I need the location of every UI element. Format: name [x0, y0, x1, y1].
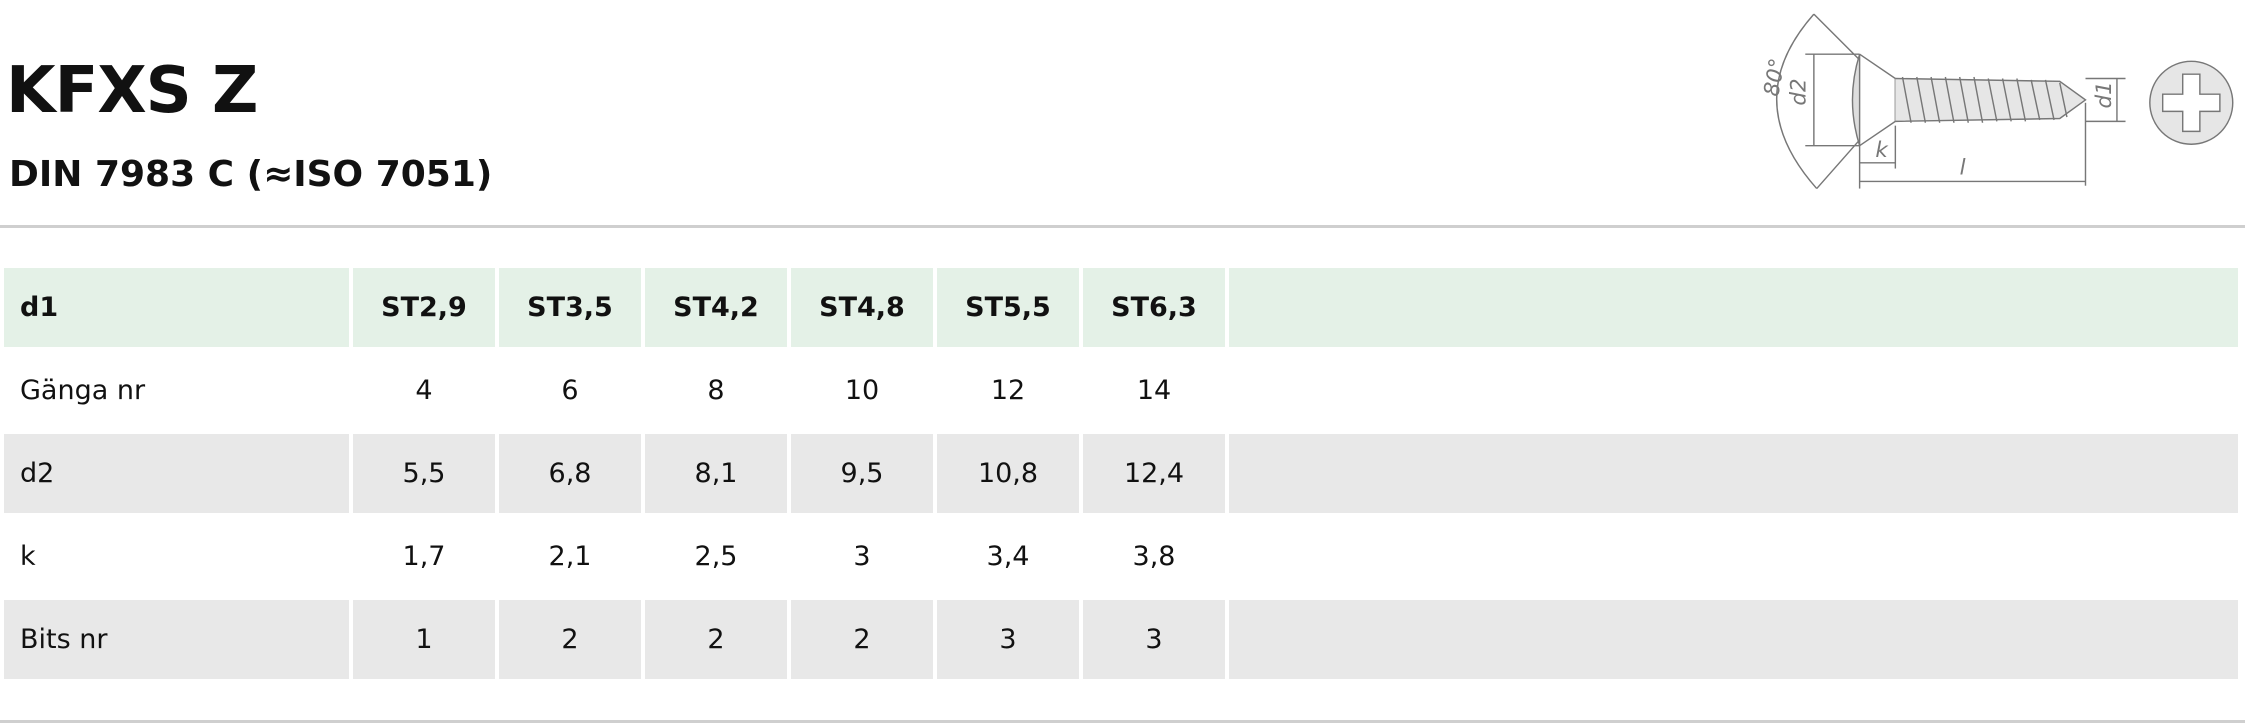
spec-table: d1 ST2,9 ST3,5 ST4,2 ST4,8 ST5,5 ST6,3 Gänga nr… [0, 264, 2242, 683]
cell: 4 [353, 351, 495, 430]
cell: 6,8 [499, 434, 641, 513]
cell: 1,7 [353, 517, 495, 596]
table-row: Gänga nr 4 6 8 10 12 14 [4, 351, 2238, 430]
row-label: k [4, 517, 349, 596]
cell: 12,4 [1083, 434, 1225, 513]
cell: 2,5 [645, 517, 787, 596]
cell: 3 [937, 600, 1079, 679]
cell: ST5,5 [937, 268, 1079, 347]
filler-cell [1229, 517, 2238, 596]
table-row: d2 5,5 6,8 8,1 9,5 10,8 12,4 [4, 434, 2238, 513]
cell: 3,8 [1083, 517, 1225, 596]
row-label: d2 [4, 434, 349, 513]
cell: ST3,5 [499, 268, 641, 347]
cell: 3 [1083, 600, 1225, 679]
row-label: Bits nr [4, 600, 349, 679]
row-label: Gänga nr [4, 351, 349, 430]
cell: 2 [499, 600, 641, 679]
table-row: Bits nr 1 2 2 2 3 3 [4, 600, 2238, 679]
cell: 10 [791, 351, 933, 430]
cell: ST4,8 [791, 268, 933, 347]
subtitle: DIN 7983 C (≈ISO 7051) [9, 154, 493, 195]
diagram-label: l [1960, 155, 1966, 180]
cell: 5,5 [353, 434, 495, 513]
filler-cell [1229, 600, 2238, 679]
divider [0, 225, 2245, 228]
divider [0, 720, 2245, 723]
cell: 2,1 [499, 517, 641, 596]
diagram-label: d2 [1786, 78, 1811, 105]
screw-diagram: 80° d2 k l d1 [1759, 13, 2234, 190]
filler-cell [1229, 268, 2238, 347]
cell: 2 [791, 600, 933, 679]
cell: 3 [791, 517, 933, 596]
header-row: d1 ST2,9 ST3,5 ST4,2 ST4,8 ST5,5 ST6,3 [4, 268, 2238, 347]
cell: 10,8 [937, 434, 1079, 513]
cell: 1 [353, 600, 495, 679]
cell: 12 [937, 351, 1079, 430]
row-label: d1 [4, 268, 349, 347]
cell: 6 [499, 351, 641, 430]
filler-cell [1229, 351, 2238, 430]
title: KFXS Z [6, 54, 258, 128]
cell: 8 [645, 351, 787, 430]
cell: 8,1 [645, 434, 787, 513]
cell: 9,5 [791, 434, 933, 513]
diagram-label: k [1875, 138, 1889, 163]
cell: ST6,3 [1083, 268, 1225, 347]
table-row: k 1,7 2,1 2,5 3 3,4 3,8 [4, 517, 2238, 596]
cell: 14 [1083, 351, 1225, 430]
filler-cell [1229, 434, 2238, 513]
diagram-label: d1 [2092, 81, 2117, 108]
cell: 2 [645, 600, 787, 679]
cell: ST2,9 [353, 268, 495, 347]
cell: 3,4 [937, 517, 1079, 596]
cell: ST4,2 [645, 268, 787, 347]
